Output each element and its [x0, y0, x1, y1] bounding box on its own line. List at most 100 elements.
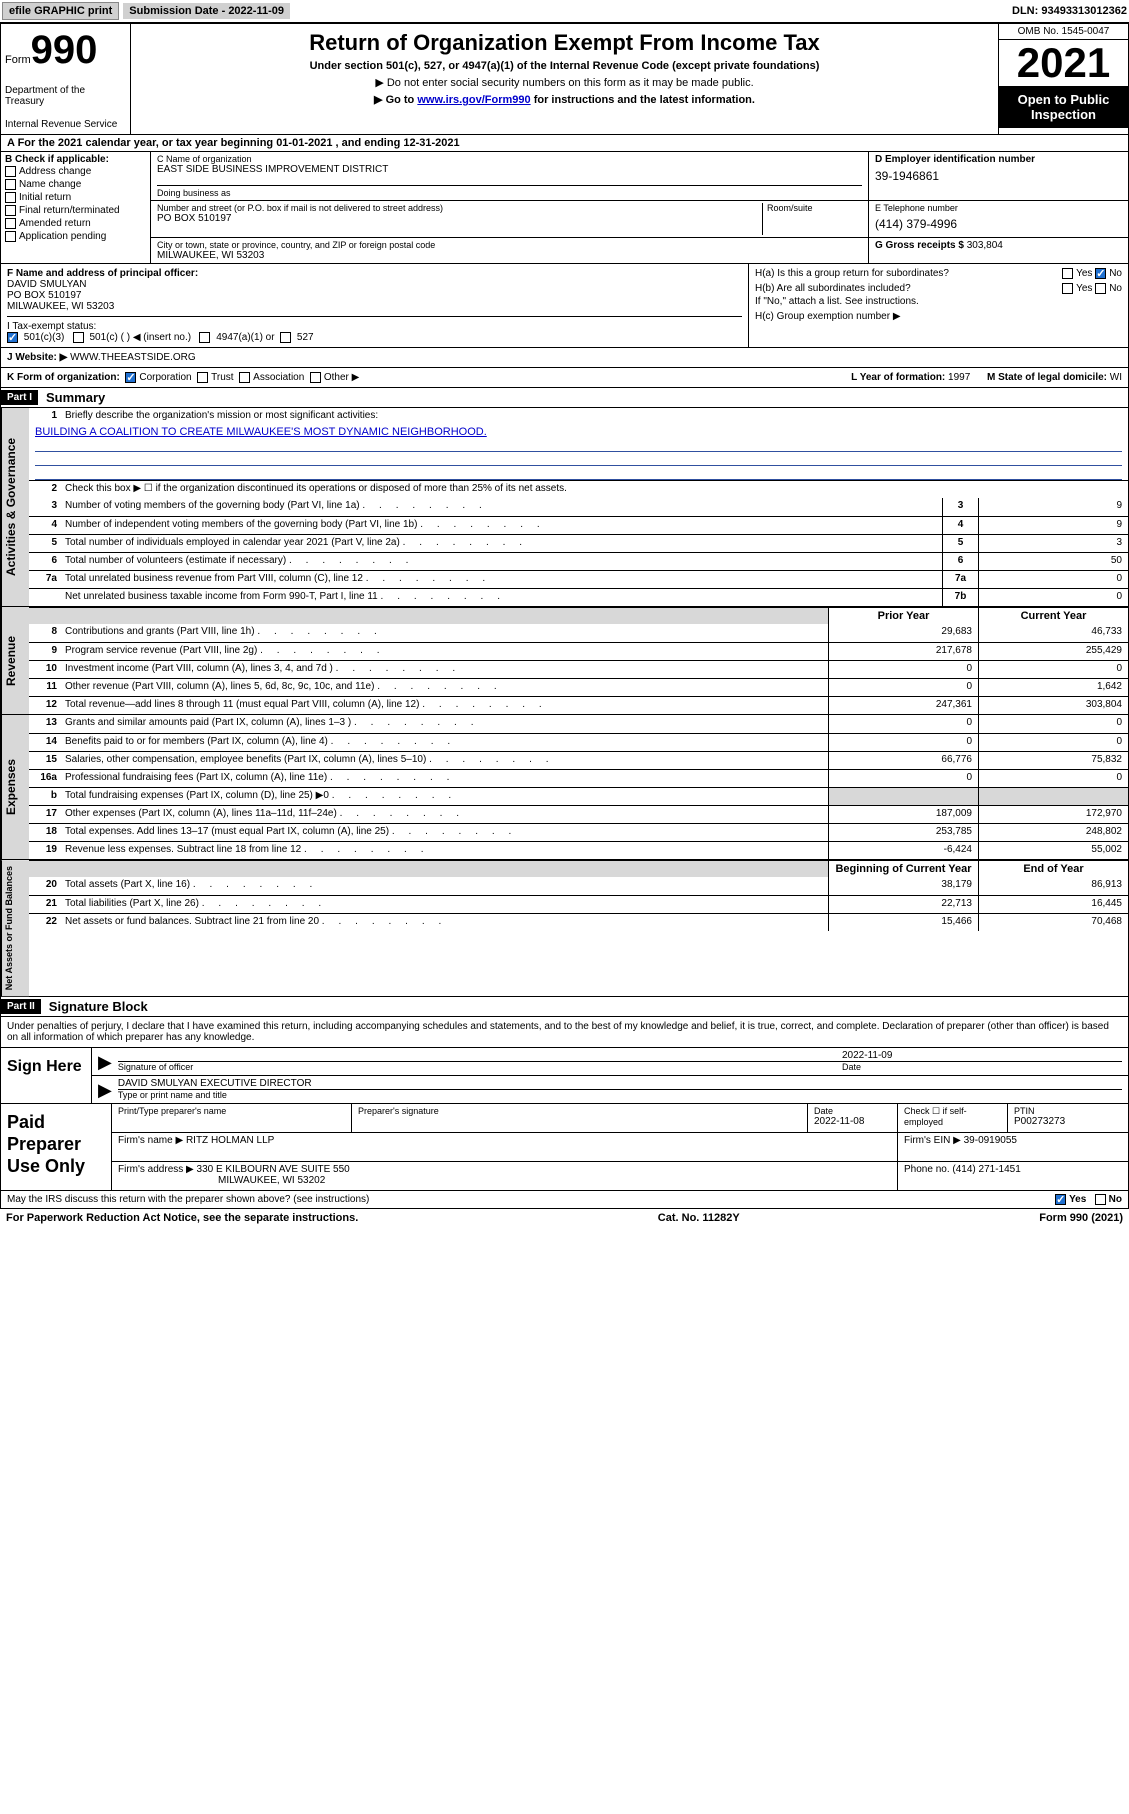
prior-year-hdr: Prior Year: [828, 608, 978, 624]
discuss-no: No: [1109, 1194, 1122, 1205]
cb-hb-no[interactable]: [1095, 283, 1106, 294]
cb-corporation[interactable]: [125, 372, 136, 383]
form-word: Form: [5, 54, 31, 66]
firm-phone-value: (414) 271-1451: [952, 1164, 1020, 1175]
ein-label: D Employer identification number: [875, 154, 1122, 165]
opt-corporation: Corporation: [139, 372, 191, 383]
cb-527[interactable]: [280, 332, 291, 343]
col-c-to-g: C Name of organization EAST SIDE BUSINES…: [151, 152, 1128, 263]
cb-amended-return[interactable]: Amended return: [5, 217, 146, 230]
part2-badge: Part II: [1, 999, 41, 1014]
city-value: MILWAUKEE, WI 53203: [157, 250, 862, 261]
cb-name-change[interactable]: Name change: [5, 178, 146, 191]
gross-label: G Gross receipts $: [875, 240, 964, 251]
col-b-checkboxes: B Check if applicable: Address change Na…: [1, 152, 151, 263]
gov-line-3: 3 Number of voting members of the govern…: [29, 498, 1128, 516]
instructions-link[interactable]: www.irs.gov/Form990: [417, 94, 530, 106]
block-f-h-i: F Name and address of principal officer:…: [0, 264, 1129, 348]
exp-line-2: 15 Salaries, other compensation, employe…: [29, 751, 1128, 769]
end-year-hdr: End of Year: [978, 861, 1128, 877]
rev-line-1: 9 Program service revenue (Part VIII, li…: [29, 642, 1128, 660]
q2-label: Check this box ▶ ☐ if the organization d…: [61, 481, 1128, 498]
tax-year: 2021: [999, 40, 1128, 86]
cb-discuss-no[interactable]: [1095, 1194, 1106, 1205]
gov-line-4: 4 Number of independent voting members o…: [29, 516, 1128, 534]
cb-4947[interactable]: [199, 332, 210, 343]
cb-address-change[interactable]: Address change: [5, 165, 146, 178]
cb-501c[interactable]: [73, 332, 84, 343]
cb-application-pending[interactable]: Application pending: [5, 230, 146, 243]
room-label: Room/suite: [767, 203, 862, 213]
hb-label: H(b) Are all subordinates included?: [755, 283, 911, 294]
gov-line-7a: 7a Total unrelated business revenue from…: [29, 570, 1128, 588]
mission-line-4: [35, 466, 1122, 480]
hb-no: No: [1109, 283, 1122, 294]
firm-name-value: RITZ HOLMAN LLP: [186, 1135, 274, 1146]
arrow-icon: ▶: [98, 1080, 112, 1101]
part2-header-row: Part II Signature Block: [0, 997, 1129, 1017]
cb-discuss-yes[interactable]: [1055, 1194, 1066, 1205]
sig-date-label: Date: [842, 1062, 861, 1072]
part1-title: Summary: [38, 388, 113, 407]
part1-netassets: Net Assets or Fund Balances Beginning of…: [0, 860, 1129, 997]
firm-ein-label: Firm's EIN ▶: [904, 1135, 961, 1146]
year-formation-value: 1997: [948, 372, 970, 383]
header-right: OMB No. 1545-0047 2021 Open to Public In…: [998, 24, 1128, 134]
tax-exempt-label: I Tax-exempt status:: [7, 321, 96, 332]
officer-label: F Name and address of principal officer:: [7, 268, 742, 279]
gross-value: 303,804: [967, 240, 1003, 251]
form-ref: Form 990 (2021): [1039, 1212, 1123, 1224]
efile-print-button[interactable]: efile GRAPHIC print: [2, 2, 119, 20]
cb-association[interactable]: [239, 372, 250, 383]
prep-name-label: Print/Type preparer's name: [118, 1106, 345, 1116]
cb-trust[interactable]: [197, 372, 208, 383]
org-name: EAST SIDE BUSINESS IMPROVEMENT DISTRICT: [157, 164, 862, 175]
name-title-label: Type or print name and title: [118, 1090, 227, 1100]
paid-preparer-block: Paid Preparer Use Only Print/Type prepar…: [0, 1104, 1129, 1191]
part1-revenue: Revenue Prior YearCurrent Year 8 Contrib…: [0, 607, 1129, 715]
open-inspection-badge: Open to Public Inspection: [999, 86, 1128, 128]
row-j-website: J Website: ▶ WWW.THEEASTSIDE.ORG: [0, 348, 1129, 368]
col-d-ein: D Employer identification number 39-1946…: [868, 152, 1128, 200]
cb-ha-no[interactable]: [1095, 268, 1106, 279]
rev-line-3: 11 Other revenue (Part VIII, column (A),…: [29, 678, 1128, 696]
arrow-icon: ▶: [98, 1052, 112, 1073]
cb-final-return[interactable]: Final return/terminated: [5, 204, 146, 217]
opt-4947: 4947(a)(1) or: [216, 332, 274, 343]
current-year-hdr: Current Year: [978, 608, 1128, 624]
cb-hb-yes[interactable]: [1062, 283, 1073, 294]
part1-header-row: Part I Summary: [0, 388, 1129, 408]
firm-name-label: Firm's name ▶: [118, 1135, 183, 1146]
officer-addr2: MILWAUKEE, WI 53203: [7, 301, 742, 312]
rev-line-4: 12 Total revenue—add lines 8 through 11 …: [29, 696, 1128, 714]
cb-ha-yes[interactable]: [1062, 268, 1073, 279]
city-label: City or town, state or province, country…: [157, 240, 862, 250]
cb-501c3[interactable]: [7, 332, 18, 343]
form-subtitle-2: ▶ Do not enter social security numbers o…: [137, 76, 992, 89]
org-name-cell: C Name of organization EAST SIDE BUSINES…: [151, 152, 868, 200]
opt-527: 527: [297, 332, 314, 343]
goto-suffix: for instructions and the latest informat…: [531, 94, 755, 106]
form-number: 990: [31, 28, 98, 72]
part1-expenses: Expenses 13 Grants and similar amounts p…: [0, 715, 1129, 860]
discuss-label: May the IRS discuss this return with the…: [7, 1194, 369, 1205]
paid-preparer-label: Paid Preparer Use Only: [1, 1104, 111, 1190]
col-b-header: B Check if applicable:: [5, 154, 146, 165]
prep-date-value: 2022-11-08: [814, 1116, 891, 1127]
form-subtitle-1: Under section 501(c), 527, or 4947(a)(1)…: [137, 60, 992, 72]
mission-line-3: [35, 452, 1122, 466]
dln-label: DLN: 93493313012362: [1012, 5, 1127, 17]
opt-501c3: 501(c)(3): [24, 332, 65, 343]
paperwork-row: For Paperwork Reduction Act Notice, see …: [0, 1209, 1129, 1227]
vtab-revenue: Revenue: [1, 607, 29, 714]
cb-other[interactable]: [310, 372, 321, 383]
cb-initial-return[interactable]: Initial return: [5, 191, 146, 204]
dba-label: Doing business as: [157, 185, 862, 198]
firm-addr1-value: 330 E KILBOURN AVE SUITE 550: [197, 1164, 350, 1175]
firm-ein-value: 39-0919055: [964, 1135, 1017, 1146]
form-subtitle-3: ▶ Go to www.irs.gov/Form990 for instruct…: [137, 93, 992, 106]
row-a-tax-year: A For the 2021 calendar year, or tax yea…: [0, 135, 1129, 152]
officer-name: DAVID SMULYAN: [7, 279, 742, 290]
vtab-expenses: Expenses: [1, 715, 29, 859]
rev-line-2: 10 Investment income (Part VIII, column …: [29, 660, 1128, 678]
